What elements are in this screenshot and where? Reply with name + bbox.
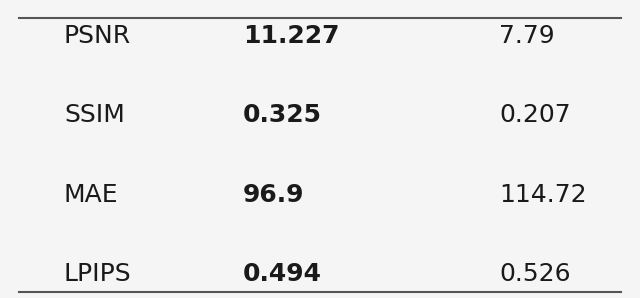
- Text: 0.526: 0.526: [499, 262, 571, 286]
- Text: LPIPS: LPIPS: [64, 262, 132, 286]
- Text: 0.494: 0.494: [243, 262, 322, 286]
- Text: 0.207: 0.207: [499, 103, 571, 127]
- Text: PSNR: PSNR: [64, 24, 131, 48]
- Text: SSIM: SSIM: [64, 103, 125, 127]
- Text: MAE: MAE: [64, 183, 118, 207]
- Text: 96.9: 96.9: [243, 183, 305, 207]
- Text: 114.72: 114.72: [499, 183, 587, 207]
- Text: 11.227: 11.227: [243, 24, 340, 48]
- Text: 7.79: 7.79: [499, 24, 555, 48]
- Text: 0.325: 0.325: [243, 103, 322, 127]
